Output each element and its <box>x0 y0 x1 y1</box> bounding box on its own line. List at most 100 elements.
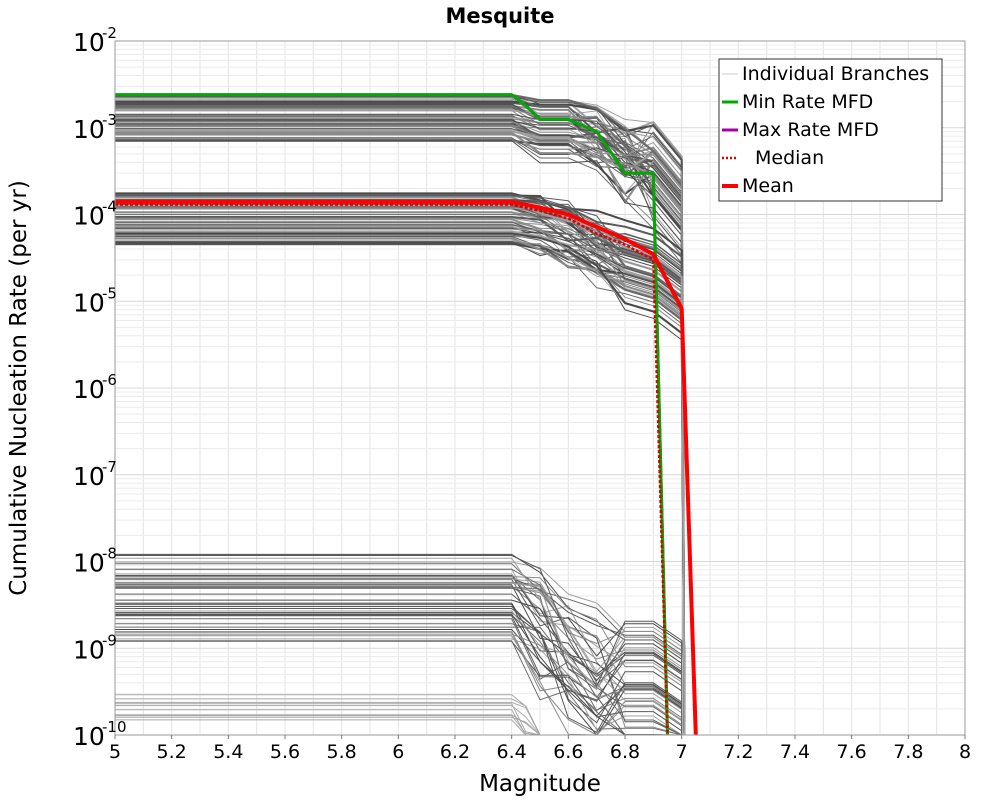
branch-line <box>115 576 683 736</box>
legend-label: Max Rate MFD <box>742 119 879 141</box>
y-tick-label: 10-7 <box>73 458 117 491</box>
legend-label: Individual Branches <box>742 63 929 85</box>
branch-line <box>115 587 683 736</box>
x-tick-label: 6.8 <box>610 741 640 763</box>
branch-line <box>115 195 685 736</box>
branch-line <box>115 608 683 736</box>
series-line-mean <box>115 199 698 736</box>
y-tick-base: 10 <box>73 202 105 231</box>
y-tick-label: 10-2 <box>73 24 117 57</box>
y-tick-base: 10 <box>73 462 105 491</box>
summary-series <box>115 93 698 736</box>
branch-line <box>115 217 685 736</box>
y-tick-exponent: -2 <box>102 24 117 42</box>
legend: Individual Branches Min Rate MFD Max Rate … <box>718 58 943 202</box>
x-tick-label: 7 <box>676 741 688 763</box>
branch-line <box>115 199 685 736</box>
branch-line <box>115 626 683 736</box>
branch-line <box>115 120 685 736</box>
x-tick-label: 6.2 <box>440 741 470 763</box>
y-tick-exponent: -7 <box>102 458 117 476</box>
branch-line <box>115 236 685 736</box>
branch-line <box>115 232 686 736</box>
branch-line <box>115 138 685 736</box>
x-tick-label: 6.6 <box>553 741 583 763</box>
branch-line <box>115 140 685 736</box>
y-tick-exponent: -6 <box>102 371 117 389</box>
branch-line <box>115 640 683 736</box>
x-tick-label: 6 <box>392 741 404 763</box>
branch-line <box>115 117 685 736</box>
branch-line <box>115 110 685 736</box>
branch-line <box>115 633 683 736</box>
y-tick-base: 10 <box>73 375 105 404</box>
branch-line <box>115 207 685 736</box>
y-tick-exponent: -5 <box>102 284 117 302</box>
y-tick-base: 10 <box>73 635 105 664</box>
branch-line <box>115 93 686 736</box>
branch-line <box>115 581 683 736</box>
x-tick-label: 5.2 <box>157 741 187 763</box>
branch-line <box>115 610 683 736</box>
y-tick-base: 10 <box>73 28 105 57</box>
x-tick-label: 6.4 <box>497 741 527 763</box>
branch-line <box>115 582 683 736</box>
y-tick-exponent: -3 <box>102 111 117 129</box>
y-tick-exponent: -8 <box>102 545 117 563</box>
x-axis-label: Magnitude <box>479 771 601 797</box>
y-tick-exponent: -10 <box>102 718 127 736</box>
branch-line <box>115 603 683 736</box>
branch-line <box>115 108 685 736</box>
y-tick-label: 10-10 <box>73 718 127 751</box>
x-tick-label: 5.4 <box>213 741 243 763</box>
y-tick-base: 10 <box>73 115 105 144</box>
branch-line <box>115 575 683 736</box>
x-tick-label: 5 <box>109 741 121 763</box>
branch-line <box>115 126 685 736</box>
branch-line <box>115 211 685 736</box>
branch-line <box>115 225 685 736</box>
x-axis-ticks: 5 5.2 5.4 5.6 5.8 6 6.2 6.4 6.6 6.8 7 7.2 7.4 7.6 7.8 8 <box>109 735 971 763</box>
branch-line <box>115 229 685 736</box>
chart-title: Mesquite <box>445 4 554 28</box>
y-tick-base: 10 <box>73 549 105 578</box>
branch-line <box>115 578 683 736</box>
branch-line <box>115 139 685 736</box>
x-tick-label: 5.8 <box>327 741 357 763</box>
y-tick-exponent: -4 <box>102 198 117 216</box>
branch-line <box>115 586 683 736</box>
y-tick-base: 10 <box>73 288 105 317</box>
plot-frame <box>114 40 966 736</box>
y-tick-label: 10-5 <box>73 284 117 317</box>
y-tick-label: 10-4 <box>73 198 117 231</box>
branch-line <box>115 638 683 736</box>
legend-label: Median <box>755 147 824 169</box>
branch-line <box>115 568 683 736</box>
x-tick-label: 5.6 <box>270 741 300 763</box>
series-line-median <box>115 203 669 736</box>
branch-line <box>115 577 683 736</box>
branch-line <box>115 137 685 736</box>
series-line-min-rate-mfd <box>115 93 669 736</box>
y-tick-base: 10 <box>73 722 105 751</box>
x-tick-label: 8 <box>959 741 971 763</box>
branch-line <box>115 593 683 736</box>
branch-line <box>115 221 685 736</box>
branch-line <box>115 97 685 736</box>
branch-line <box>115 208 685 736</box>
branch-line <box>115 618 683 736</box>
branch-line <box>115 557 683 736</box>
x-tick-label: 7.6 <box>837 741 867 763</box>
y-tick-label: 10-8 <box>73 545 117 578</box>
legend-box <box>718 58 943 202</box>
branch-line <box>115 131 686 736</box>
y-axis-label: Cumulative Nucleation Rate (per yr) <box>6 180 32 596</box>
x-tick-label: 7.8 <box>893 741 923 763</box>
x-tick-label: 7.4 <box>780 741 810 763</box>
y-tick-label: 10-6 <box>73 371 117 404</box>
branch-line <box>115 599 683 736</box>
branch-line <box>115 585 683 736</box>
y-tick-label: 10-9 <box>73 631 117 664</box>
